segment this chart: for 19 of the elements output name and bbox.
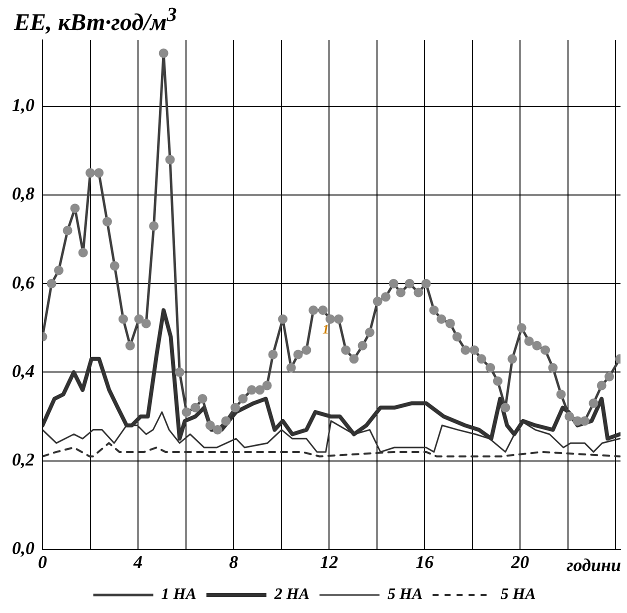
legend-label: 1 НА: [161, 586, 197, 604]
x-tick-label: 4: [132, 552, 143, 572]
y-tick-label: 0,4: [12, 360, 34, 381]
legend-label: 2 НА: [273, 586, 310, 604]
x-axis-title: години: [566, 555, 621, 576]
y-tick-label: 0,8: [12, 184, 34, 204]
x-tick-label: 16: [416, 552, 434, 572]
y-axis-title: EE, кВт·год/м$^{3}$: [14, 4, 177, 37]
x-tick-label: 8: [229, 552, 238, 572]
legend-label: 5 НА: [388, 586, 423, 604]
y-tick-label: 0,0: [12, 538, 34, 558]
legend-label: 5 НА: [500, 586, 536, 604]
x-tick-label: 12: [320, 552, 338, 572]
y-tick-label: 1,0: [12, 95, 34, 116]
y-tick-label: 0,6: [12, 272, 34, 292]
x-tick-label: 0: [38, 552, 47, 572]
y-tick-label: 0,2: [12, 449, 34, 470]
x-tick-label: 20: [510, 552, 530, 572]
annotation: 1: [322, 322, 329, 337]
